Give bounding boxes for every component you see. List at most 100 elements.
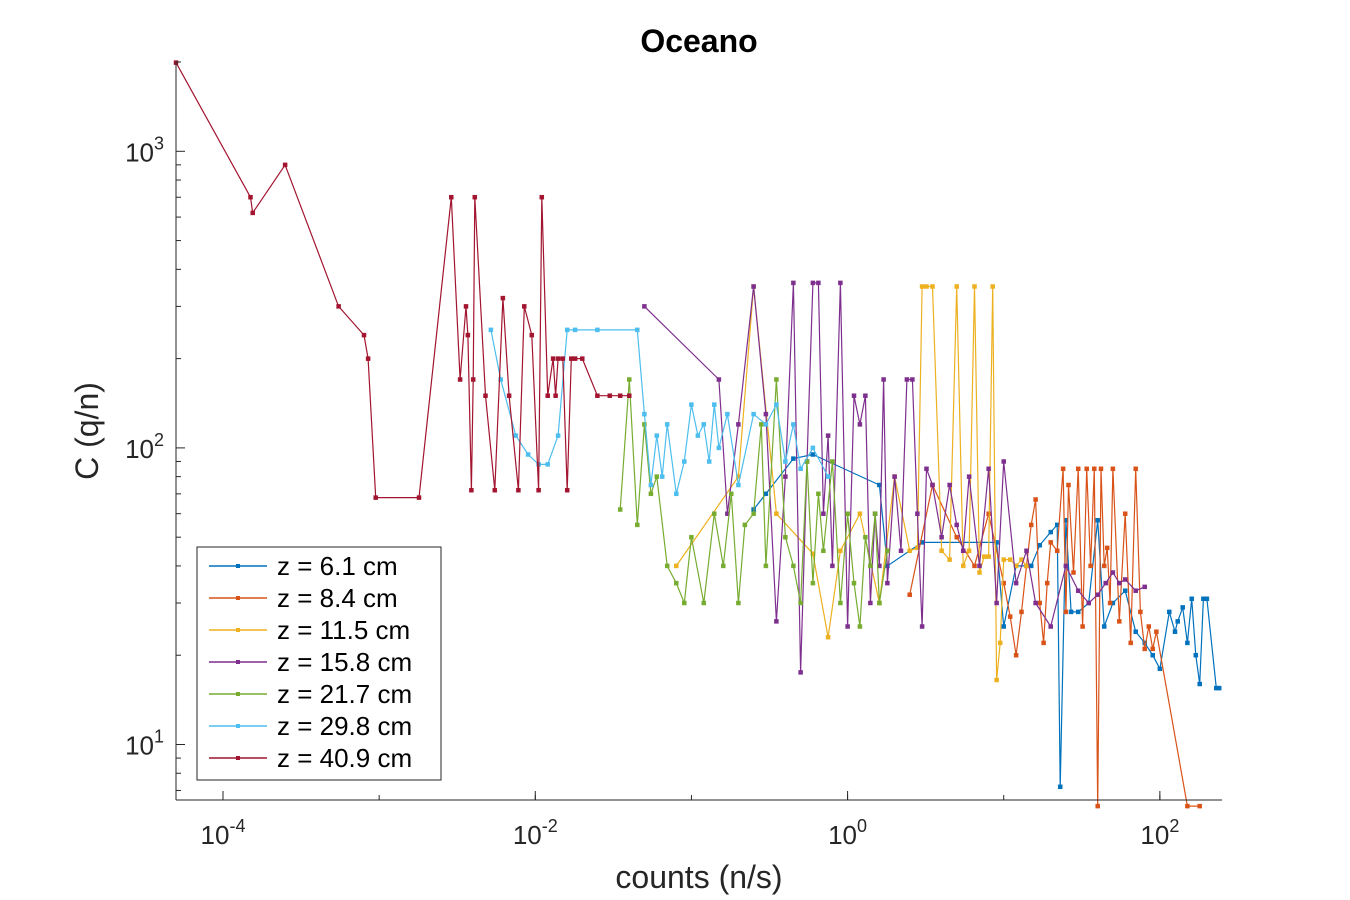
data-point <box>701 600 707 606</box>
data-point <box>791 456 796 461</box>
data-point <box>830 459 835 464</box>
data-point <box>1193 652 1199 658</box>
data-point <box>907 592 912 597</box>
data-point <box>627 377 632 382</box>
series-line <box>675 285 1027 681</box>
data-point <box>910 377 915 382</box>
data-point <box>798 466 803 472</box>
data-point <box>689 402 694 407</box>
data-point <box>759 422 764 427</box>
data-point <box>915 511 920 516</box>
data-point <box>1133 466 1138 472</box>
data-point <box>1057 784 1063 790</box>
data-point <box>1095 803 1100 809</box>
legend-label: z = 15.8 cm <box>277 647 412 677</box>
x-axis-title: counts (n/s) <box>615 859 782 895</box>
data-point <box>682 600 687 606</box>
series-3 <box>674 284 1029 683</box>
data-point <box>1086 600 1091 606</box>
data-point <box>1007 614 1013 619</box>
data-point <box>1167 609 1172 615</box>
data-point <box>1001 557 1006 562</box>
data-point <box>947 557 952 562</box>
data-point <box>1013 652 1019 658</box>
data-point <box>1101 624 1107 629</box>
legend-label: z = 11.5 cm <box>277 615 410 645</box>
data-point <box>930 482 935 488</box>
data-point <box>774 511 779 516</box>
legend-swatch-marker <box>236 596 240 600</box>
data-point <box>736 422 741 427</box>
data-point <box>954 522 959 528</box>
data-point <box>1033 600 1038 606</box>
data-point <box>560 356 566 361</box>
data-point <box>572 356 578 361</box>
data-point <box>642 422 647 427</box>
data-point <box>648 482 654 488</box>
data-point <box>674 491 679 497</box>
data-point <box>947 482 952 488</box>
data-point <box>930 284 935 289</box>
data-point <box>810 280 816 286</box>
data-point <box>555 433 561 438</box>
data-point <box>851 393 857 398</box>
data-point <box>1117 580 1122 586</box>
series-7 <box>173 60 632 500</box>
data-point <box>774 377 779 382</box>
data-point <box>1060 466 1066 472</box>
data-point <box>1146 624 1152 629</box>
data-point <box>798 670 803 675</box>
data-point <box>572 327 578 333</box>
data-point <box>695 433 701 438</box>
data-point <box>1092 466 1097 472</box>
data-point <box>536 487 541 493</box>
data-point <box>825 634 831 640</box>
data-point <box>907 548 912 554</box>
data-point <box>868 600 873 606</box>
data-point <box>1110 466 1116 472</box>
data-point <box>1075 466 1081 472</box>
data-point <box>863 393 868 398</box>
data-point <box>248 194 253 200</box>
data-point <box>1101 563 1107 569</box>
data-point <box>1063 609 1069 615</box>
data-point <box>463 304 469 309</box>
data-point <box>1107 600 1113 606</box>
data-point <box>763 491 769 497</box>
data-point <box>483 393 488 398</box>
data-point <box>550 356 556 361</box>
data-point <box>972 563 977 569</box>
series-line <box>490 329 829 495</box>
data-point <box>986 466 991 472</box>
data-point <box>994 677 999 683</box>
data-point <box>1037 542 1042 548</box>
data-point <box>648 491 654 497</box>
data-point <box>627 393 632 398</box>
data-point <box>838 548 843 554</box>
data-point <box>1122 577 1128 582</box>
data-point <box>1185 640 1190 646</box>
data-point <box>498 377 503 382</box>
data-point <box>553 393 558 398</box>
data-point <box>810 452 816 457</box>
data-point <box>791 280 796 286</box>
data-point <box>783 459 788 464</box>
data-point <box>1048 529 1053 535</box>
legend-label: z = 8.4 cm <box>277 583 398 613</box>
data-point <box>513 433 519 438</box>
data-point <box>1180 605 1185 610</box>
data-point <box>851 580 857 586</box>
data-point <box>960 548 966 554</box>
data-point <box>816 280 821 286</box>
data-point <box>751 511 756 516</box>
legend-label: z = 21.7 cm <box>277 679 412 709</box>
chart-title: Oceano <box>640 23 757 59</box>
data-point <box>939 534 944 540</box>
data-point <box>664 422 670 427</box>
data-point <box>1013 580 1019 586</box>
data-point <box>1122 588 1128 593</box>
data-point <box>1175 619 1180 624</box>
data-point <box>1044 580 1050 586</box>
x-tick-label: 10-2 <box>513 816 558 850</box>
